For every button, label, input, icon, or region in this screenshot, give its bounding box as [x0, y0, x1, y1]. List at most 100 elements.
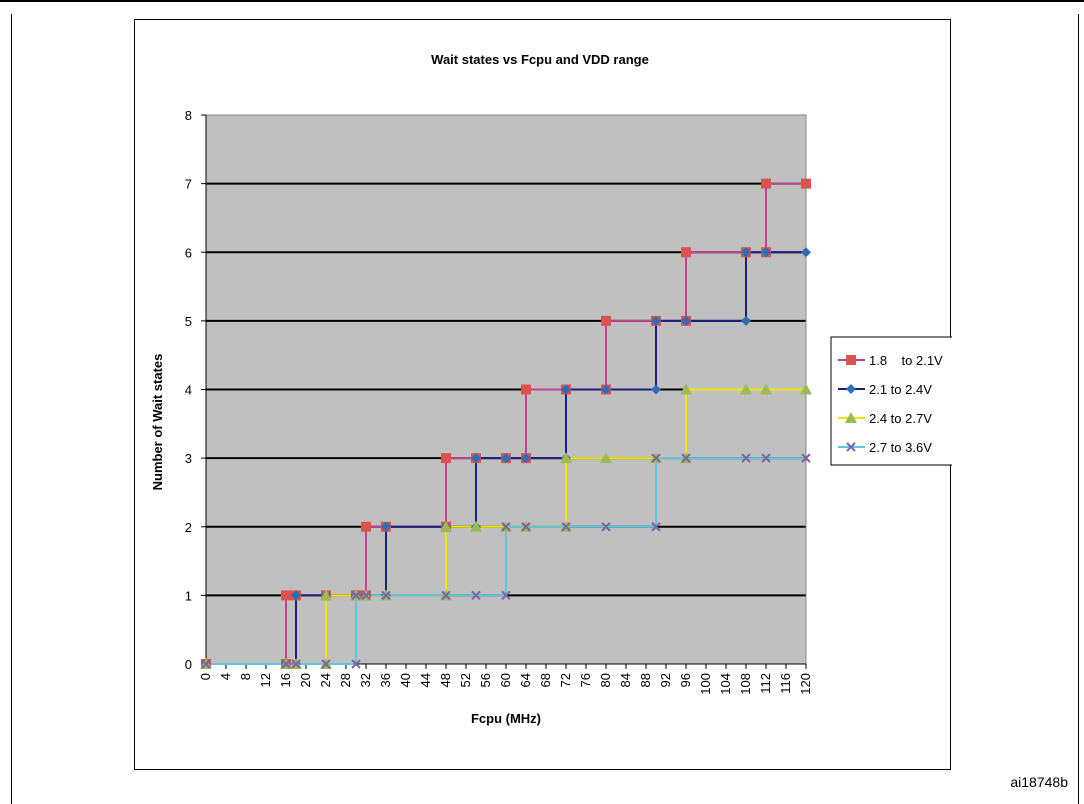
- y-tick-label: 7: [185, 177, 192, 192]
- data-point: [201, 659, 211, 669]
- x-tick-label: 60: [498, 673, 513, 687]
- data-point-b: [741, 453, 751, 463]
- data-point-b: [501, 522, 511, 532]
- data-point: [680, 383, 692, 395]
- data-point: [291, 659, 301, 669]
- x-tick-label: 68: [538, 673, 553, 687]
- data-point: [651, 384, 661, 395]
- data-point: [281, 659, 291, 669]
- x-axis-label: Fcpu (MHz): [471, 711, 541, 726]
- x-tick-label: 28: [338, 673, 353, 687]
- data-point-b: [281, 659, 291, 669]
- x-tick-label: 16: [278, 673, 293, 687]
- x-tick-label: 24: [318, 673, 333, 687]
- x-tick-label: 56: [478, 673, 493, 687]
- y-tick-label: 1: [185, 588, 192, 603]
- x-tick-label: 88: [638, 673, 653, 687]
- data-point: [601, 315, 611, 326]
- x-tick-label: 64: [518, 673, 533, 687]
- x-tick-label: 100: [698, 673, 713, 695]
- legend-marker-3: [845, 412, 857, 423]
- y-axis-label: Number of Wait states: [150, 354, 165, 491]
- data-point-b: [201, 659, 211, 669]
- data-point: [321, 659, 331, 669]
- legend-label-1: 1.8 to 2.1V: [869, 353, 943, 368]
- data-point: [440, 520, 452, 532]
- y-tick-label: 3: [185, 451, 192, 466]
- data-point-b: [441, 590, 451, 601]
- data-point: [741, 247, 751, 258]
- data-point: [381, 521, 391, 532]
- data-point-b: [651, 453, 661, 463]
- data-point-b: [351, 590, 361, 601]
- data-point-b: [561, 522, 571, 532]
- data-point: [801, 178, 811, 189]
- x-tick-label: 92: [658, 673, 673, 687]
- data-point: [561, 384, 571, 395]
- legend: 1.8 to 2.1V 2.1 to 2.4V 2.4 to 2.7V 2.7 to …: [830, 336, 952, 466]
- data-point: [471, 590, 481, 601]
- data-point: [560, 452, 572, 464]
- data-point: [651, 453, 661, 463]
- figure-id: ai18748b: [1010, 774, 1068, 790]
- data-point: [521, 522, 531, 532]
- x-tick-label: 48: [438, 673, 453, 687]
- data-point: [761, 453, 771, 463]
- x-tick-label: 96: [678, 673, 693, 687]
- x-tick-label: 76: [578, 673, 593, 687]
- data-point: [561, 522, 571, 532]
- x-tick-label: 120: [798, 673, 813, 695]
- y-tick-label: 0: [185, 657, 192, 672]
- series-line-3: [206, 388, 806, 665]
- data-point-b: [321, 659, 331, 669]
- y-tick-label: 8: [185, 108, 192, 123]
- wait-states-chart: Wait states vs Fcpu and VDD range 012345…: [150, 52, 952, 726]
- chart-title: Wait states vs Fcpu and VDD range: [431, 52, 649, 67]
- legend-label-2: 2.1 to 2.4V: [869, 382, 932, 397]
- data-point-b: [601, 522, 611, 532]
- data-point: [501, 522, 511, 532]
- legend-label-4: 2.7 to 3.6V: [869, 440, 932, 455]
- x-tick-label: 8: [238, 673, 253, 680]
- data-point: [501, 590, 511, 601]
- x-tick-label: 52: [458, 673, 473, 687]
- data-point: [441, 453, 451, 464]
- data-point: [651, 315, 661, 326]
- data-point: [471, 453, 481, 464]
- data-point-b: [761, 453, 771, 463]
- data-point: [281, 590, 291, 601]
- top-rule: [0, 0, 1084, 2]
- data-point: [601, 522, 611, 532]
- data-point: [800, 383, 812, 395]
- data-point: [521, 453, 531, 464]
- x-tick-label: 112: [758, 673, 773, 694]
- x-tick-label: 0: [198, 673, 213, 680]
- data-point: [740, 383, 752, 395]
- data-point: [801, 453, 811, 463]
- x-tick-label: 116: [778, 673, 793, 694]
- data-point: [601, 384, 611, 395]
- data-point: [381, 590, 391, 601]
- data-point-b: [651, 522, 661, 532]
- x-tick-label: 104: [718, 673, 733, 695]
- data-point: [361, 590, 371, 601]
- x-tick-label: 108: [738, 673, 753, 695]
- data-point: [741, 453, 751, 463]
- data-point-b: [471, 590, 481, 601]
- x-tick-label: 20: [298, 673, 313, 687]
- y-tick-label: 4: [185, 383, 192, 398]
- legend-marker-4-b: [846, 442, 856, 452]
- data-point: [681, 247, 691, 258]
- data-point: [651, 522, 661, 532]
- data-point: [741, 315, 751, 326]
- data-point-b: [501, 590, 511, 601]
- data-point: [760, 383, 772, 395]
- data-point: [761, 247, 771, 258]
- legend-marker-1: [846, 355, 856, 365]
- data-point-b: [351, 659, 361, 669]
- data-point: [291, 590, 301, 601]
- y-tick-label: 6: [185, 245, 192, 260]
- data-point: [801, 247, 811, 258]
- figure-frame: [11, 14, 1079, 804]
